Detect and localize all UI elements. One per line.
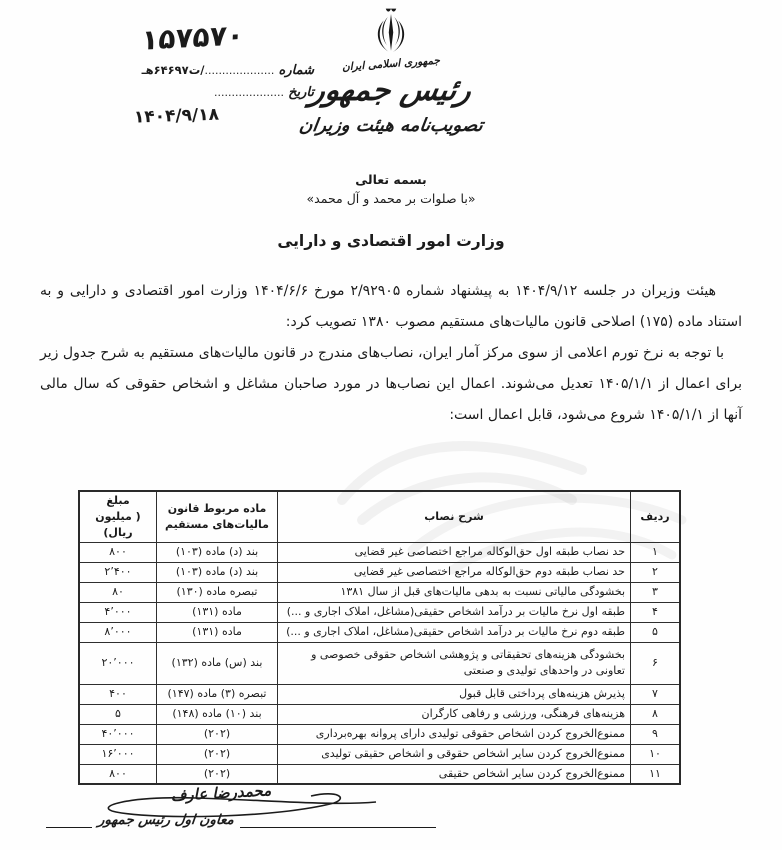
header-description: شرح نصاب [277,490,631,543]
signature-block: محمدرضا عارف معاون اول رئیس جمهور [46,781,436,828]
table-row: ۱۰ ممنوع‌الخروج کردن سایر اشخاص حقوقی و … [78,743,681,765]
recipient-heading: وزارت امور اقتصادی و دارایی [277,232,505,250]
table-row: ۴ طبقه اول نرخ مالیات بر درآمد اشخاص حقی… [78,601,681,623]
signature-flourish-icon [107,793,377,818]
invocation: بسمه تعالی «با صلوات بر محمد و آل محمد» [0,172,782,206]
date-label: تاریخ [288,85,314,100]
signature-underline [46,813,92,828]
handwritten-date: ۱۴۰۴/۹/۱۸ [133,104,220,128]
table-row: ۹ ممنوع‌الخروج کردن اشخاص حقوقی تولیدی د… [78,723,681,745]
date-line: تاریخ .................... [26,82,314,104]
bismillah-text: بسمه تعالی [355,172,427,187]
number-label: شماره [278,63,314,78]
signature-underline [239,813,436,828]
paragraph-decision: با توجه به نرخ تورم اعلامی از سوی مرکز آ… [40,345,742,423]
table-row: ۵ طبقه دوم نرخ مالیات بر درآمد اشخاص حقی… [78,621,681,643]
table-row: ۸ هزینه‌های فرهنگی، ورزشی و رفاهی کارگرا… [78,703,681,725]
table-row: ۳ بخشودگی مالیاتی نسبت به بدهی مالیات‌ها… [78,581,681,603]
table-row: ۱ حد نصاب طبقه اول حق‌الوکاله مراجع اختص… [78,541,681,563]
header-amount: مبلغ ( میلیون ریال) [78,490,157,543]
number-suffix: /ت۶۴۶۹۷هـ [141,63,205,77]
header-article: ماده مربوط قانون مالیات‌های مستقیم [156,490,278,543]
table-row: ۷ پذیرش هزینه‌های پرداختی قابل قبول تبصر… [78,683,681,705]
table-row: ۶ بخشودگی هزینه‌های تحقیقاتی و پژوهشی اش… [78,641,681,685]
iran-emblem-icon [377,8,405,53]
body-text: هیئت وزیران در جلسه ۱۴۰۴/۹/۱۲ به پیشنهاد… [40,276,742,431]
signature-title-line: معاون اول رئیس جمهور [46,812,436,828]
handwritten-ref-number: ۱۵۷۵۷۰ [140,18,245,57]
number-line: شماره ..................../ت۶۴۶۹۷هـ [26,59,314,82]
paragraph-preamble: هیئت وزیران در جلسه ۱۴۰۴/۹/۱۲ به پیشنهاد… [40,283,742,330]
salutation-text: «با صلوات بر محمد و آل محمد» [306,191,476,206]
reference-block: ۱۵۷۵۷۰ شماره ..................../ت۶۴۶۹۷… [26,18,314,128]
header-row-number: ردیف [630,490,681,543]
table-row: ۱۱ ممنوع‌الخروج کردن سایر اشخاص حقیقی (۲… [78,763,681,785]
date-dotted-line: .................... [214,86,284,99]
number-dotted-line: .................... [204,64,275,77]
thresholds-table: ردیف شرح نصاب ماده مربوط قانون مالیات‌ها… [78,490,681,786]
table-header: ردیف شرح نصاب ماده مربوط قانون مالیات‌ها… [78,490,681,543]
table-row: ۲ حد نصاب طبقه دوم حق‌الوکاله مراجع اختص… [78,561,681,583]
